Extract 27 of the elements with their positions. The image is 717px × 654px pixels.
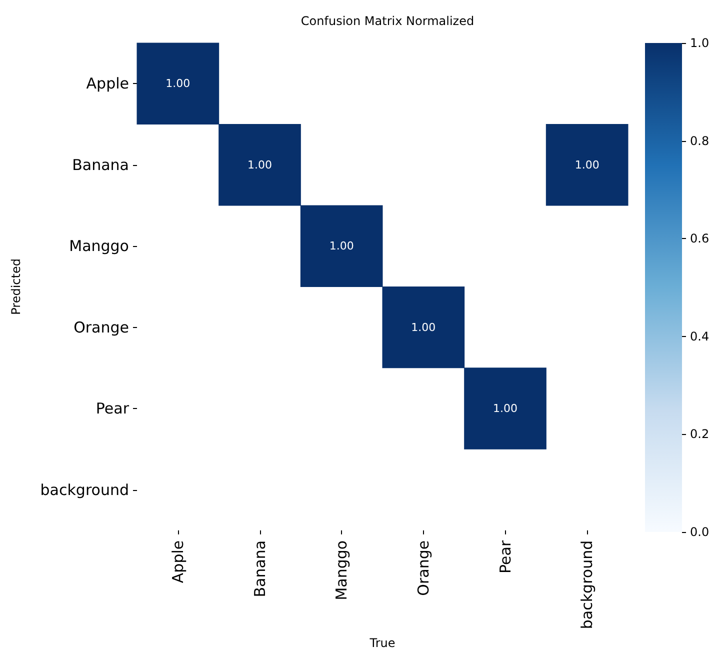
color-bar-label: 0.8	[690, 134, 710, 148]
data-label: 1.00	[166, 77, 190, 90]
y-tick-label: Manggo	[69, 237, 129, 256]
x-tick-label: Apple	[168, 540, 187, 584]
x-tick-label: Banana	[250, 540, 269, 598]
y-tick-label: Pear	[96, 400, 130, 418]
data-label: 1.00	[411, 320, 436, 334]
data-label: 1.00	[329, 240, 354, 253]
color-bar-label: 1.0	[690, 36, 710, 50]
data-label: 1.00	[493, 402, 518, 416]
y-tick-label: Orange	[74, 318, 129, 336]
data-label: 1.00	[248, 158, 272, 172]
x-tick-label: Pear	[496, 540, 514, 574]
y-axis-title: Predicted	[9, 258, 23, 315]
x-tick-label: background	[578, 540, 596, 630]
data-label: 1.00	[574, 158, 600, 172]
color-bar-label: 0.6	[690, 232, 710, 246]
y-tick-label: Banana	[72, 156, 129, 174]
y-tick-label: Apple	[86, 74, 129, 93]
x-tick-label: Manggo	[332, 540, 351, 600]
x-tick-label: Orange	[414, 540, 432, 596]
x-axis-title: True	[368, 636, 396, 650]
color-bar-label: 0.4	[690, 329, 710, 344]
y-tick-label: background	[40, 480, 129, 499]
color-bar-label: 0.2	[690, 427, 710, 442]
color-bar-label: 0.0	[690, 525, 710, 539]
chart-title: Confusion Matrix Normalized	[300, 14, 474, 28]
